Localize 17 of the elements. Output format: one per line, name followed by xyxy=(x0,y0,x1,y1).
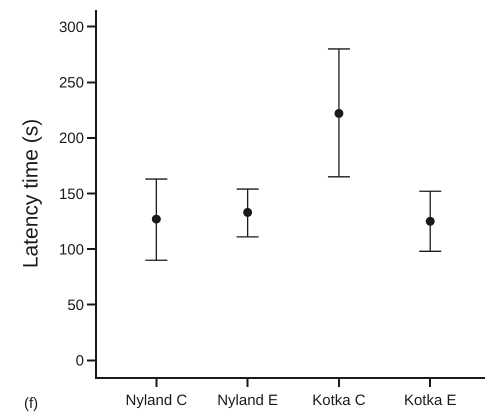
point xyxy=(426,216,435,226)
point xyxy=(243,208,252,217)
y-tick-label: 200 xyxy=(58,130,84,148)
y-tick-label: 50 xyxy=(67,296,84,314)
x-tick-label: Nyland C xyxy=(125,392,188,409)
point xyxy=(152,214,161,224)
y-tick-label: 150 xyxy=(58,186,84,203)
y-tick-label: 100 xyxy=(58,241,84,258)
y-tick-label: 300 xyxy=(58,18,84,36)
text: (f) xyxy=(24,395,38,412)
y-tick-label: 0 xyxy=(76,352,84,370)
x-tick-label: Nyland E xyxy=(217,392,278,409)
y-tick-label: 250 xyxy=(58,74,84,92)
x-tick-label: Kotka C xyxy=(312,392,366,409)
y-axis-title: Latency time (s) xyxy=(20,118,43,268)
x-tick-label: Kotka E xyxy=(404,392,456,409)
point xyxy=(334,108,344,118)
